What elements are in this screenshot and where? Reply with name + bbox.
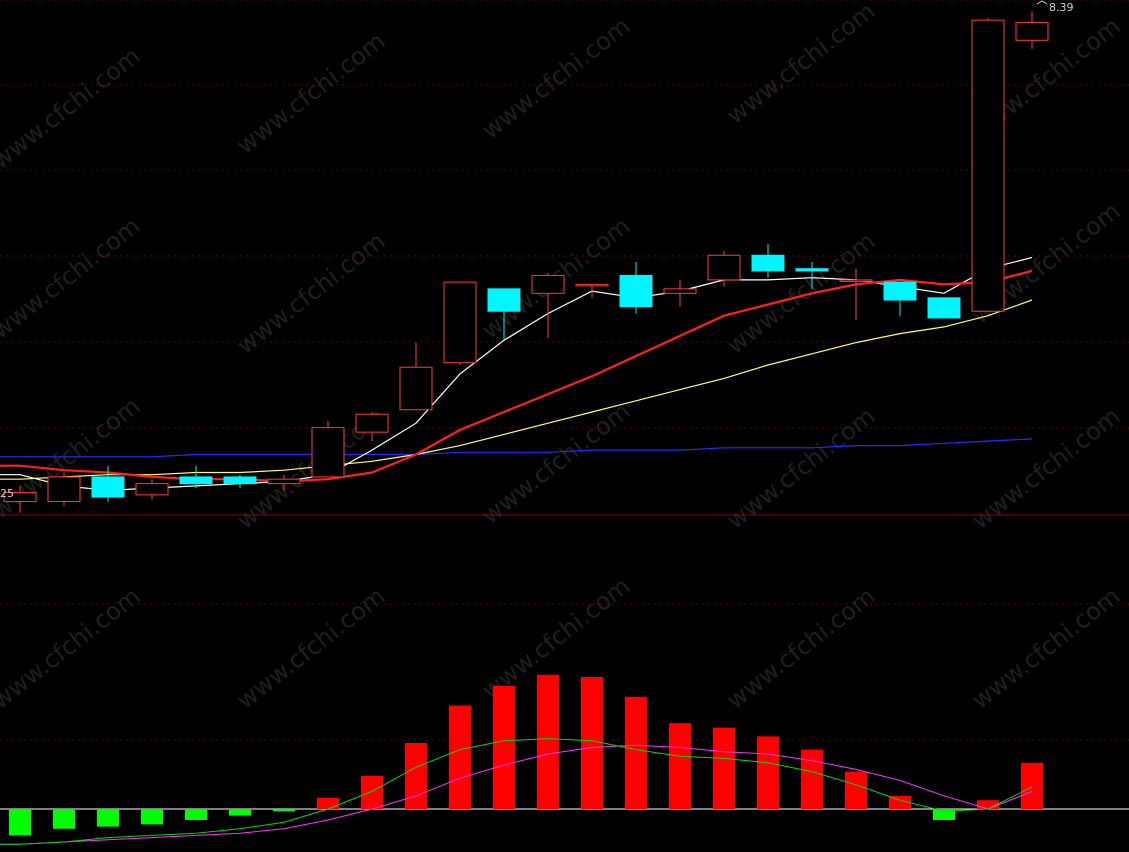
candle-body-up [3,492,37,503]
macd-bar-positive [537,674,559,809]
macd-panel [0,674,1129,845]
ma20-line [0,299,1033,480]
macd-bar-negative [9,809,31,836]
dif-line [0,738,1033,845]
macd-bar-positive [889,795,911,809]
macd-bar-positive [361,776,383,809]
candle-body-down [883,281,917,301]
grid-lines [0,0,1129,741]
macd-bar-negative [273,809,295,812]
candles [3,11,1049,513]
macd-bar-negative [141,809,163,825]
candle-body-up [47,476,81,503]
candle-body-down [487,288,521,312]
candle-body-up [663,288,697,294]
macd-bar-positive [405,743,427,809]
macd-bar-positive [713,727,735,809]
candle-body-up [135,483,169,496]
candle-body-down [751,254,785,272]
candle-body-up [311,427,345,478]
candle-body-down [619,274,653,308]
candle-body-down [179,476,213,485]
macd-bar-negative [229,809,251,816]
candle-body-up [443,281,477,364]
macd-bar-negative [933,809,955,820]
macd-bar-positive [581,677,603,809]
macd-bar-positive [625,696,647,809]
macd-bar-positive [449,705,471,809]
macd-bar-positive [1021,762,1043,809]
candle-body-down [223,476,257,485]
macd-bar-negative [53,809,75,829]
candle-body-up [707,254,741,281]
candle-body-up [839,279,873,282]
low-price-label: 25 [0,487,14,500]
candle-body-up [355,413,389,433]
dea-line [0,744,1033,845]
macd-bar-positive [845,771,867,809]
macd-bar-positive [757,736,779,809]
candle-body-down [927,297,961,319]
high-price-label: 8.39 [1049,1,1074,14]
candle-body-up [575,283,609,287]
price-labels: 8.39 25 [0,0,1074,500]
macd-bar-positive [977,800,999,809]
high-price-marker [1036,0,1048,5]
candle-body-up [531,274,565,294]
candle-body-up [1015,21,1049,41]
macd-bar-negative [97,809,119,827]
candle-body-up [399,366,433,411]
candle-body-up [971,19,1005,312]
candle-body-down [795,268,829,272]
macd-bar-negative [185,809,207,820]
candle-body-down [91,476,125,498]
macd-bar-positive [493,685,515,809]
macd-bar-positive [669,723,691,809]
macd-bar-positive [801,749,823,809]
candle-body-up [267,478,301,485]
macd-bar-positive [317,798,339,809]
ma60-line [0,438,1033,458]
